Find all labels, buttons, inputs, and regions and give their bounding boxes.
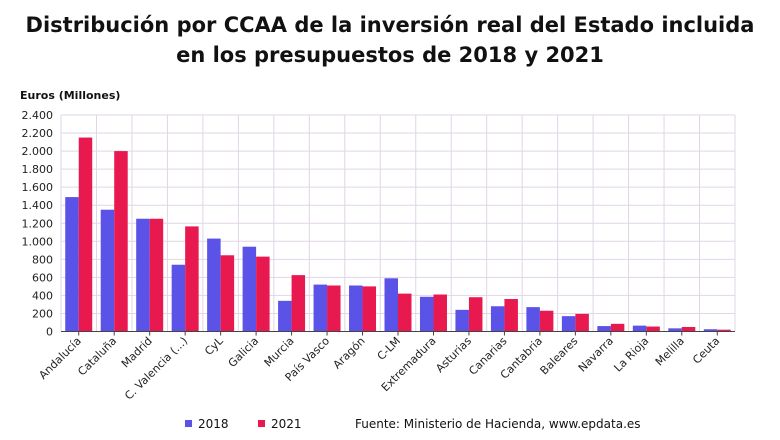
bar-2018-11 [419,296,434,332]
bar-2021-19 [717,329,731,332]
x-tick-label: C. Valencia (...) [122,334,190,402]
x-tick-label: CyL [202,334,226,358]
x-tick-label: Melilla [653,334,687,368]
legend-item-2021: 2021 [258,414,302,434]
bar-2021-6 [256,256,270,332]
y-tick-label: 1.400 [22,199,54,212]
x-tick-label: Galicia [226,334,262,370]
bar-2018-9 [349,285,363,332]
y-tick-label: 1.800 [22,163,54,176]
y-tick-label: 200 [32,307,53,320]
bar-2021-18 [681,326,696,332]
bar-2018-17 [632,325,647,332]
legend-swatch-2021 [258,420,265,427]
y-tick-label: 1.600 [22,181,54,194]
bar-2021-1 [78,137,93,332]
bar-2021-12 [468,297,483,332]
bar-2018-1 [65,197,79,332]
bar-2018-15 [561,316,576,332]
x-tick-label: Aragón [331,334,368,371]
y-tick-label: 800 [32,253,53,266]
bar-2018-14 [526,307,540,332]
y-axis-label: Euros (Millones) [20,89,120,102]
chart-title: Distribución por CCAA de la inversión re… [0,10,780,70]
bar-2021-16 [610,323,625,332]
bar-2018-2 [100,209,115,332]
bar-2018-6 [242,246,257,332]
bar-2021-14 [539,310,554,332]
bar-2018-18 [668,328,682,332]
x-tick-label: La Rioja [611,334,651,374]
x-tick-label: Murcia [262,334,297,369]
bar-2018-8 [313,284,328,332]
chart-title-line-1: Distribución por CCAA de la inversión re… [25,13,755,37]
bar-2021-8 [327,285,341,332]
bar-2018-4 [171,264,186,332]
bar-2021-10 [398,293,412,332]
y-tick-label: 2.400 [22,109,54,122]
y-tick-label: 2.000 [22,145,54,158]
legend-swatch-2018 [185,420,192,427]
x-tick-label: Baleares [538,334,581,377]
bar-2021-2 [114,151,128,332]
bar-2018-7 [278,300,292,332]
y-tick-label: 0 [46,326,53,339]
bar-2021-17 [646,326,660,332]
gridlines [60,114,736,332]
y-axis-ticks: 0 200 400 600 800 1.000 1.200 1.400 1.600 1.800 2.… [22,109,54,339]
x-tick-label: Andalucía [36,334,83,381]
bar-2021-11 [433,294,447,332]
bar-2018-16 [597,326,611,332]
bar-2018-12 [455,309,469,332]
bar-2021-7 [291,275,306,332]
bar-2021-3 [149,218,164,332]
bar-2021-5 [220,255,235,332]
bar-2021-9 [362,286,377,332]
source-note: Fuente: Ministerio de Hacienda, www.epda… [355,417,641,431]
y-tick-label: 400 [32,289,53,302]
legend-item-2018: 2018 [185,414,229,434]
bar-2021-15 [575,313,589,332]
plot-area: Euros (Millones) 0 200 400 600 800 1.000 1.200… [20,89,736,403]
bar-2018-10 [384,278,398,332]
x-tick-label: Cataluña [75,334,119,378]
y-tick-label: 2.200 [22,127,54,140]
x-tick-label: C-LM [375,334,403,362]
y-tick-label: 600 [32,271,53,284]
x-tick-label: Navarra [576,334,616,374]
bar-2021-4 [185,226,199,332]
bar-2018-3 [136,218,150,332]
chart-footer: 2018 2021 Fuente: Ministerio de Hacienda… [0,414,780,434]
chart-title-line-2: en los presupuestos de 2018 y 2021 [176,43,604,67]
x-tick-label: Ceuta [690,334,722,366]
bar-2018-13 [490,306,505,332]
bars [65,137,731,332]
legend-label-2018: 2018 [198,417,229,431]
bar-2018-5 [207,238,221,332]
bar-2021-13 [504,299,518,332]
y-tick-label: 1.200 [22,217,54,230]
bar-2018-19 [703,329,718,332]
y-tick-label: 1.000 [22,235,54,248]
legend-label-2021: 2021 [271,417,302,431]
